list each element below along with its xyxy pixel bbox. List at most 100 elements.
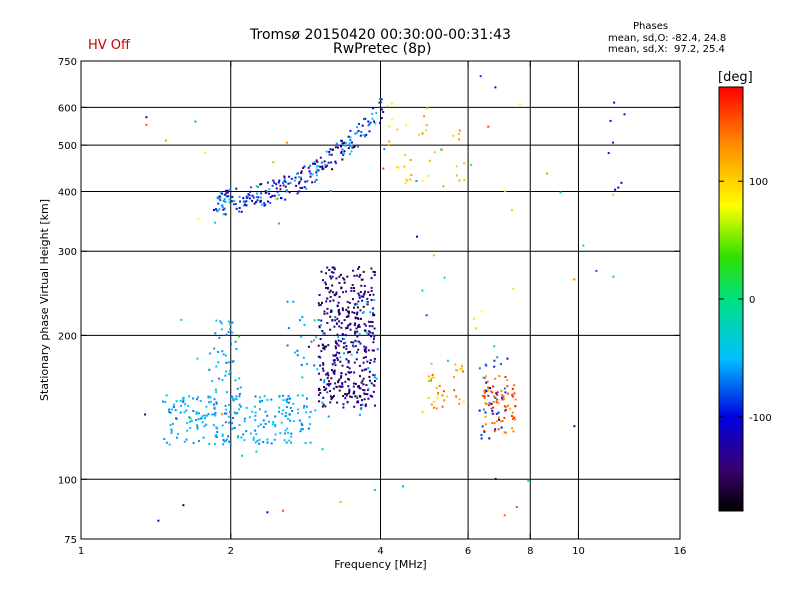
data-point	[361, 369, 364, 372]
data-point	[227, 320, 230, 323]
data-point	[252, 438, 255, 441]
data-point	[512, 430, 515, 433]
x-tick-label: 1	[78, 546, 84, 557]
data-point	[233, 426, 236, 429]
data-point	[242, 204, 245, 207]
data-point	[365, 133, 368, 136]
data-point	[340, 326, 343, 329]
data-point	[275, 187, 278, 190]
data-point	[240, 210, 243, 213]
data-point	[254, 395, 257, 398]
data-point	[168, 443, 171, 446]
data-point	[188, 416, 191, 419]
data-point	[358, 387, 361, 390]
data-point	[507, 404, 510, 407]
data-point	[353, 390, 356, 393]
data-point	[287, 327, 290, 330]
data-point	[261, 399, 264, 402]
data-point	[371, 349, 374, 352]
data-point	[383, 148, 386, 151]
data-point	[295, 184, 298, 187]
data-point	[271, 423, 274, 426]
data-point	[458, 138, 461, 141]
data-point	[300, 187, 303, 189]
data-point	[229, 369, 232, 372]
data-point	[362, 133, 365, 136]
data-point	[239, 386, 242, 389]
data-point	[205, 423, 208, 426]
data-point	[503, 397, 506, 400]
data-point	[347, 361, 350, 364]
data-point	[363, 398, 366, 401]
data-point	[374, 122, 377, 125]
data-point	[330, 277, 333, 280]
data-point	[363, 118, 366, 121]
data-point	[266, 398, 269, 401]
data-point	[368, 130, 371, 133]
data-point	[514, 398, 517, 401]
data-point	[301, 424, 304, 427]
data-point	[323, 310, 326, 313]
data-point	[358, 325, 361, 328]
data-point	[332, 359, 335, 362]
data-point	[334, 345, 337, 348]
data-point	[233, 200, 236, 202]
data-point	[322, 396, 325, 399]
data-point	[485, 390, 488, 393]
data-point	[283, 175, 286, 178]
data-point	[257, 196, 260, 199]
data-point	[493, 395, 496, 398]
data-point	[263, 202, 266, 205]
data-point	[213, 443, 216, 446]
data-point	[322, 403, 325, 406]
data-point	[326, 371, 329, 374]
data-point	[373, 384, 376, 387]
data-point	[348, 371, 351, 374]
data-point	[255, 433, 258, 436]
data-point	[196, 398, 198, 401]
data-point	[213, 347, 216, 350]
data-point	[280, 421, 283, 424]
data-point	[162, 400, 164, 403]
data-point	[360, 284, 363, 287]
data-point	[623, 113, 626, 116]
data-point	[338, 320, 341, 323]
data-point	[373, 335, 376, 338]
data-point	[388, 125, 391, 128]
data-point	[358, 266, 361, 268]
data-point	[286, 401, 289, 403]
data-point	[221, 379, 224, 382]
data-point	[344, 393, 347, 395]
colorbar-tick-label: 0	[749, 295, 755, 306]
data-point	[345, 315, 348, 318]
data-point	[290, 177, 293, 180]
data-point	[319, 303, 322, 306]
data-point	[513, 392, 516, 395]
data-point	[341, 142, 344, 145]
data-point	[315, 336, 318, 339]
data-point	[356, 306, 359, 309]
data-point	[278, 406, 281, 409]
data-point	[372, 349, 375, 352]
data-point	[291, 410, 294, 412]
data-point	[245, 197, 248, 200]
data-point	[312, 162, 314, 165]
data-point	[461, 365, 463, 368]
data-point	[336, 342, 339, 345]
data-point	[292, 420, 295, 423]
data-point	[329, 382, 332, 385]
data-point	[331, 275, 334, 278]
data-point	[311, 173, 314, 176]
data-point	[297, 176, 300, 178]
data-point	[323, 346, 326, 349]
data-point	[327, 415, 330, 418]
data-point	[224, 354, 227, 357]
data-point	[351, 344, 354, 347]
data-point	[221, 435, 224, 437]
data-point	[340, 139, 343, 142]
data-point	[511, 427, 514, 430]
data-point	[352, 341, 355, 344]
data-point	[340, 376, 342, 379]
data-point	[372, 390, 375, 393]
data-point	[369, 379, 371, 382]
